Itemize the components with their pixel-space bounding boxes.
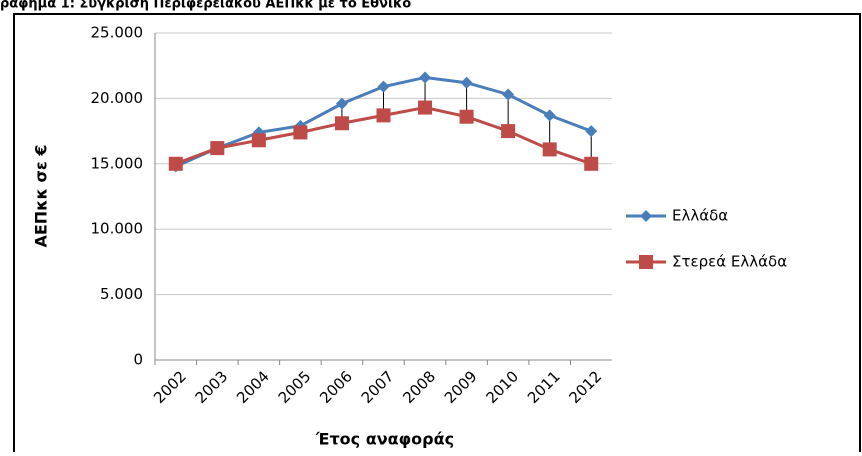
x-tick-label: 2005 [275, 367, 315, 407]
data-point [459, 109, 474, 124]
data-point [418, 100, 433, 115]
data-point [584, 156, 599, 171]
y-tick-label: 0 [133, 351, 143, 369]
data-point [293, 125, 308, 140]
legend-label: Στερεά Ελλάδα [672, 253, 787, 271]
x-tick-label: 2010 [482, 367, 522, 407]
x-axis-title: Έτος αναφοράς [315, 430, 454, 449]
x-tick-label: 2003 [192, 367, 232, 407]
x-tick-label: 2007 [358, 367, 398, 407]
x-tick-label: 2011 [524, 367, 564, 407]
data-point [377, 80, 390, 93]
data-point [335, 97, 348, 110]
y-tick-label: 10.000 [91, 220, 144, 238]
x-tick-label: 2012 [566, 367, 606, 407]
data-point [210, 141, 225, 156]
data-point [502, 88, 515, 101]
data-point [460, 76, 473, 89]
legend-marker [639, 255, 653, 269]
data-point [168, 156, 183, 171]
y-axis-title: ΑΕΠκκ σε € [32, 144, 51, 247]
y-tick-label: 25.000 [91, 24, 144, 42]
x-tick-label: 2006 [316, 367, 356, 407]
chart-title: ράφημα 1: Σύγκριση Περιφερειακού ΑΕΠκκ μ… [0, 0, 411, 12]
data-point [334, 116, 349, 131]
data-point [376, 108, 391, 123]
x-tick-label: 2008 [399, 367, 439, 407]
data-point [419, 71, 432, 84]
x-tick-label: 2004 [233, 367, 273, 407]
x-tick-label: 2002 [150, 367, 190, 407]
data-point [501, 124, 516, 139]
data-point [542, 142, 557, 157]
chart-frame [13, 13, 861, 456]
data-point [251, 133, 266, 148]
y-tick-label: 20.000 [91, 89, 144, 107]
y-tick-label: 15.000 [91, 154, 144, 172]
legend-label: Ελλάδα [672, 207, 728, 225]
x-tick-label: 2009 [441, 367, 481, 407]
data-point [543, 109, 556, 122]
legend-marker [640, 210, 652, 222]
data-point [585, 125, 598, 138]
y-tick-label: 5.000 [100, 285, 143, 303]
